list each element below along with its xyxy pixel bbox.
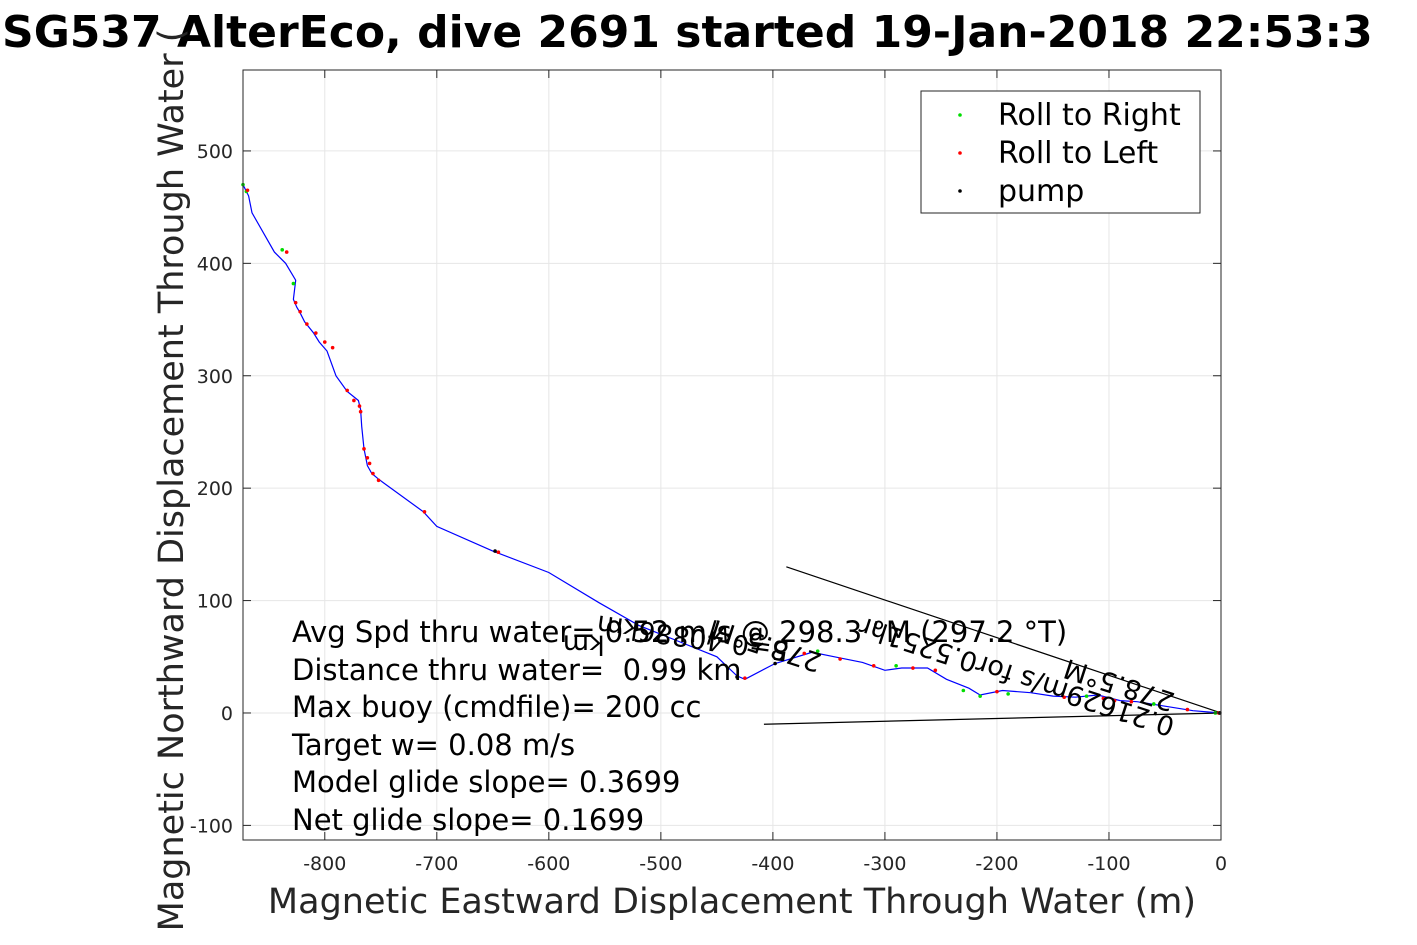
roll-left-point <box>298 309 302 314</box>
pump-point <box>773 661 777 666</box>
chart-title: SG537 AlterEco, dive 2691 started 19-Jan… <box>2 7 1373 58</box>
stats-line-net-glide: Net glide slope= 0.1699 <box>292 803 644 837</box>
stats-line-model-glide: Model glide slope= 0.3699 <box>292 765 680 799</box>
roll-left-point <box>1062 695 1066 700</box>
roll-left-point <box>1129 699 1134 704</box>
y-tick-label: 0 <box>221 703 233 725</box>
legend-marker-roll-right <box>958 113 962 117</box>
x-tick-label: 0 <box>1215 853 1227 875</box>
roll-right-point <box>1084 694 1089 698</box>
roll-left-point <box>802 651 807 656</box>
y-tick-label: 100 <box>197 591 233 613</box>
legend-marker-roll-left <box>958 151 962 155</box>
y-tick-label: -100 <box>190 815 233 837</box>
x-tick-label: -200 <box>975 853 1018 875</box>
roll-left-point <box>322 340 327 344</box>
roll-right-point <box>894 663 898 668</box>
roll-left-point <box>305 322 309 326</box>
roll-left-point <box>995 689 999 694</box>
legend-label-pump: pump <box>998 174 1084 209</box>
stats-line-target-w: Target w= 0.08 m/s <box>291 728 575 762</box>
roll-right-point <box>280 248 285 252</box>
pump-point <box>493 549 497 553</box>
roll-left-point <box>330 345 335 350</box>
annotation-line <box>786 566 1222 714</box>
x-tick-label: -600 <box>527 853 570 875</box>
axis-ticks: -800 -700 -600 -500 -400 -300 -200 -100 0 -100 0 10… <box>190 70 1227 875</box>
x-tick-label: -700 <box>415 853 458 875</box>
y-tick-label: 500 <box>197 141 233 163</box>
stats-line-distance: Distance thru water= 0.99 km <box>292 653 742 687</box>
legend-box <box>920 90 1201 214</box>
roll-left-point <box>422 509 427 514</box>
roll-left-point <box>357 404 362 408</box>
stats-line-avg-speed: Avg Spd thru water= 0.52 m/s @ 298.3 °M … <box>292 615 1067 649</box>
legend-label-roll-right: Roll to Right <box>998 98 1181 133</box>
rotated-annotation: km <box>563 628 605 659</box>
roll-left-point <box>838 657 842 661</box>
y-tick-label: 400 <box>197 253 233 275</box>
roll-right-point <box>978 694 982 698</box>
stats-text-block: Avg Spd thru water= 0.52 m/s @ 298.3 °M … <box>291 615 1067 837</box>
roll-left-point <box>871 663 876 668</box>
roll-left-point <box>371 471 375 476</box>
legend-label-roll-left: Roll to Left <box>998 136 1158 171</box>
roll-left-point <box>743 676 747 680</box>
x-tick-label: -400 <box>751 853 794 875</box>
roll-left-point <box>365 456 370 460</box>
roll-left-point <box>911 666 915 670</box>
roll-left-point <box>1185 707 1190 712</box>
roll-left-point <box>367 461 372 466</box>
plot-frame <box>242 69 1222 841</box>
roll-left-point <box>933 668 938 673</box>
roll-right-point <box>1151 702 1156 706</box>
roll-left-point <box>284 250 289 254</box>
legend-marker-pump <box>958 189 962 193</box>
x-tick-label: -500 <box>639 853 682 875</box>
roll-left-point <box>362 447 366 451</box>
roll-right-point <box>291 281 296 286</box>
annotation-line <box>763 712 1222 725</box>
x-axis-label: Magnetic Eastward Displacement Through W… <box>268 882 1196 922</box>
roll-right-point <box>1006 692 1010 696</box>
roll-right-point <box>815 649 820 653</box>
x-tick-label: -800 <box>303 853 346 875</box>
x-tick-label: -100 <box>1087 853 1130 875</box>
y-tick-label: 300 <box>197 366 233 388</box>
roll-left-point <box>1101 696 1106 701</box>
x-tick-label: -300 <box>863 853 906 875</box>
roll-left-point <box>293 300 298 305</box>
y-tick-label: 200 <box>197 478 233 500</box>
track-line <box>242 184 1222 714</box>
roll-left-point <box>245 188 250 193</box>
roll-left-point <box>352 398 356 403</box>
roll-left-point <box>496 550 501 555</box>
roll-left-point <box>314 331 318 335</box>
y-axis-label: Magnetic Northward Displacement Through … <box>152 29 192 932</box>
roll-left-point <box>345 388 349 393</box>
data-layer <box>241 182 1222 725</box>
stats-line-max-buoy: Max buoy (cmdfile)= 200 cc <box>292 690 701 724</box>
roll-left-point <box>376 478 381 483</box>
roll-left-point <box>1112 698 1117 703</box>
pump-point <box>735 675 739 679</box>
roll-right-point <box>961 688 966 693</box>
roll-left-point <box>358 409 363 414</box>
legend: Roll to Right Roll to Left pump <box>920 90 1201 214</box>
